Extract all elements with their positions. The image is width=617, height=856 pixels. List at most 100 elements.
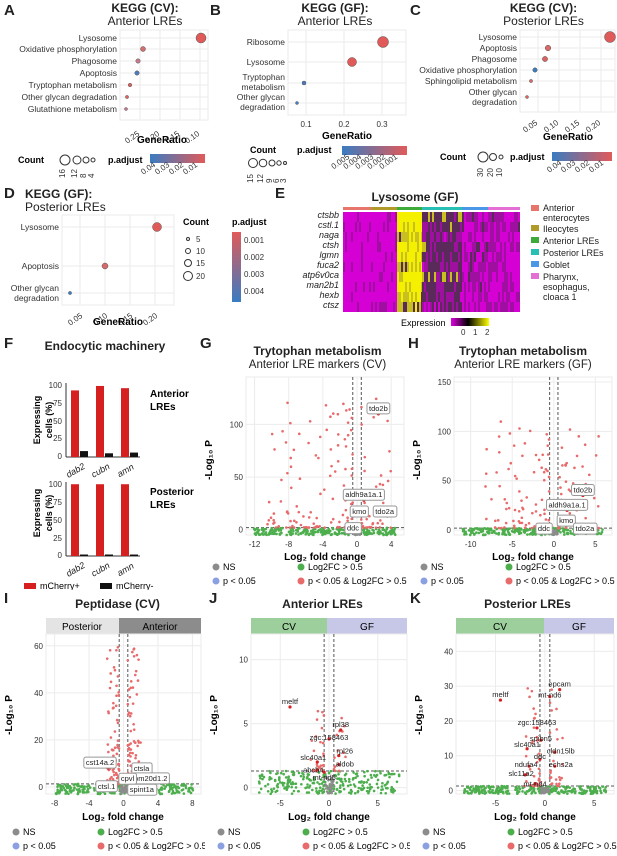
point-fc [369,773,373,777]
heat-cell [345,282,347,292]
heat-cell [494,232,496,242]
x-axis-label: GeneRatio [543,132,593,143]
term-label: Other glycan [237,92,285,102]
point-sig [329,521,333,524]
heat-cell [436,242,438,252]
heat-cell [496,232,498,242]
heat-cell [419,262,421,272]
heat-cell [357,292,359,302]
heat-cell [440,212,442,222]
heat-cell [472,262,474,272]
point-fc [483,787,486,791]
point-sig [315,516,318,520]
point-sig [289,456,293,460]
y-tick: 40 [444,647,453,656]
point-fc [276,771,279,775]
heat-cell [383,212,385,222]
heat-cell [361,232,363,242]
heat-cell [456,232,458,242]
heat-cell [361,302,363,312]
heat-cell [419,212,421,222]
point-sig [556,526,560,530]
heat-cell [403,252,405,262]
heat-cell [440,302,442,312]
heat-cell [480,232,482,242]
point-fc [482,785,486,788]
point-fc [312,530,315,533]
point-sig [129,755,132,758]
dot [140,46,146,52]
point-fc [334,792,337,795]
heat-cell [395,272,397,282]
point-sig [594,454,598,457]
point-sig [127,711,131,715]
heat-cell [508,242,510,252]
gene-label: ctsz [323,300,340,310]
point-fc [374,769,377,773]
heat-cell [385,302,387,312]
heat-cell [514,252,516,262]
dot [295,101,299,105]
heat-cell [387,272,389,282]
heat-cell [381,272,383,282]
heat-cell [353,212,355,222]
heat-cell [367,302,369,312]
point-fc [340,777,343,781]
x-tick: 4 [156,799,161,808]
point-fc [478,528,482,532]
labeled-point [525,747,529,751]
heat-cell [393,292,395,302]
heat-cell [426,302,428,312]
heat-cell [484,292,486,302]
panel-title: Endocytic machinery [44,339,166,353]
y-axis-label: cells (%) [44,495,54,532]
strip-cv [456,618,544,634]
label-box [127,783,158,796]
heat-cell [442,232,444,242]
strip-label: GF [360,622,374,633]
point-sig [517,519,521,523]
bar-mcherry-pos [96,484,104,556]
heat-cell [440,232,442,242]
point-fc [497,531,501,535]
heat-cell [492,232,494,242]
heat-cell [496,282,498,292]
point-fc [164,785,168,788]
point-sig [346,421,350,424]
point-sig [374,526,378,529]
heat-cell [347,242,349,252]
point-fc [306,529,309,533]
heat-cell [365,262,367,272]
x-axis-label: Log₂ fold change [284,552,366,563]
heat-cell [371,242,373,252]
heat-cell [502,262,504,272]
heat-cell [486,242,488,252]
heat-cell [514,272,516,282]
expr-tick: 0 [461,328,466,335]
point-fc [559,531,562,534]
legend-dot [302,842,310,850]
heat-cell [395,252,397,262]
count-tick: 4 [87,173,96,178]
point-sig [272,518,275,522]
point-sig [292,448,296,452]
heat-cell [363,242,365,252]
heat-cell [407,212,409,222]
point-sig [115,718,119,722]
point-fc [318,782,321,786]
heat-cell [389,242,391,252]
heat-cell [379,302,381,312]
heat-cell [351,302,353,312]
heat-cell [490,232,492,242]
heat-cell [401,242,403,252]
heat-cell [432,262,434,272]
heat-cell [375,222,377,232]
point-sig [328,474,332,478]
point-fc [473,532,476,536]
point-fc [500,784,503,788]
panel-title: KEGG (GF): [301,1,369,15]
y-tick: 100 [49,480,63,489]
legend-dot [217,828,225,836]
heat-cell [430,212,432,222]
point-ns [120,784,124,788]
